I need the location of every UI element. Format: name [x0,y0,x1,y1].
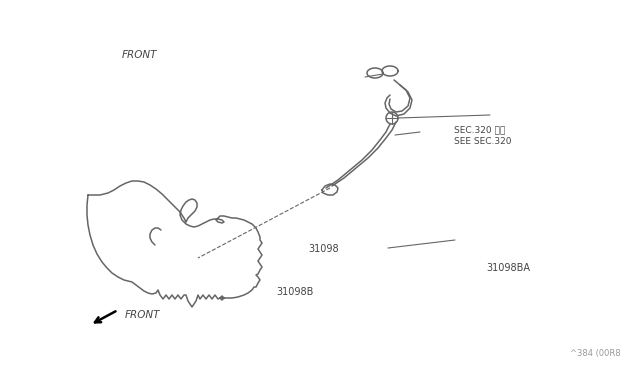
Text: 31098B: 31098B [276,287,314,297]
Text: ^384 (00R8: ^384 (00R8 [570,349,621,358]
Text: SEC.320 参照: SEC.320 参照 [454,126,506,135]
Text: 31098: 31098 [308,244,339,254]
Text: FRONT: FRONT [125,310,161,320]
Text: FRONT: FRONT [122,50,157,60]
Text: SEE SEC.320: SEE SEC.320 [454,137,512,146]
Text: 31098BA: 31098BA [486,263,531,273]
